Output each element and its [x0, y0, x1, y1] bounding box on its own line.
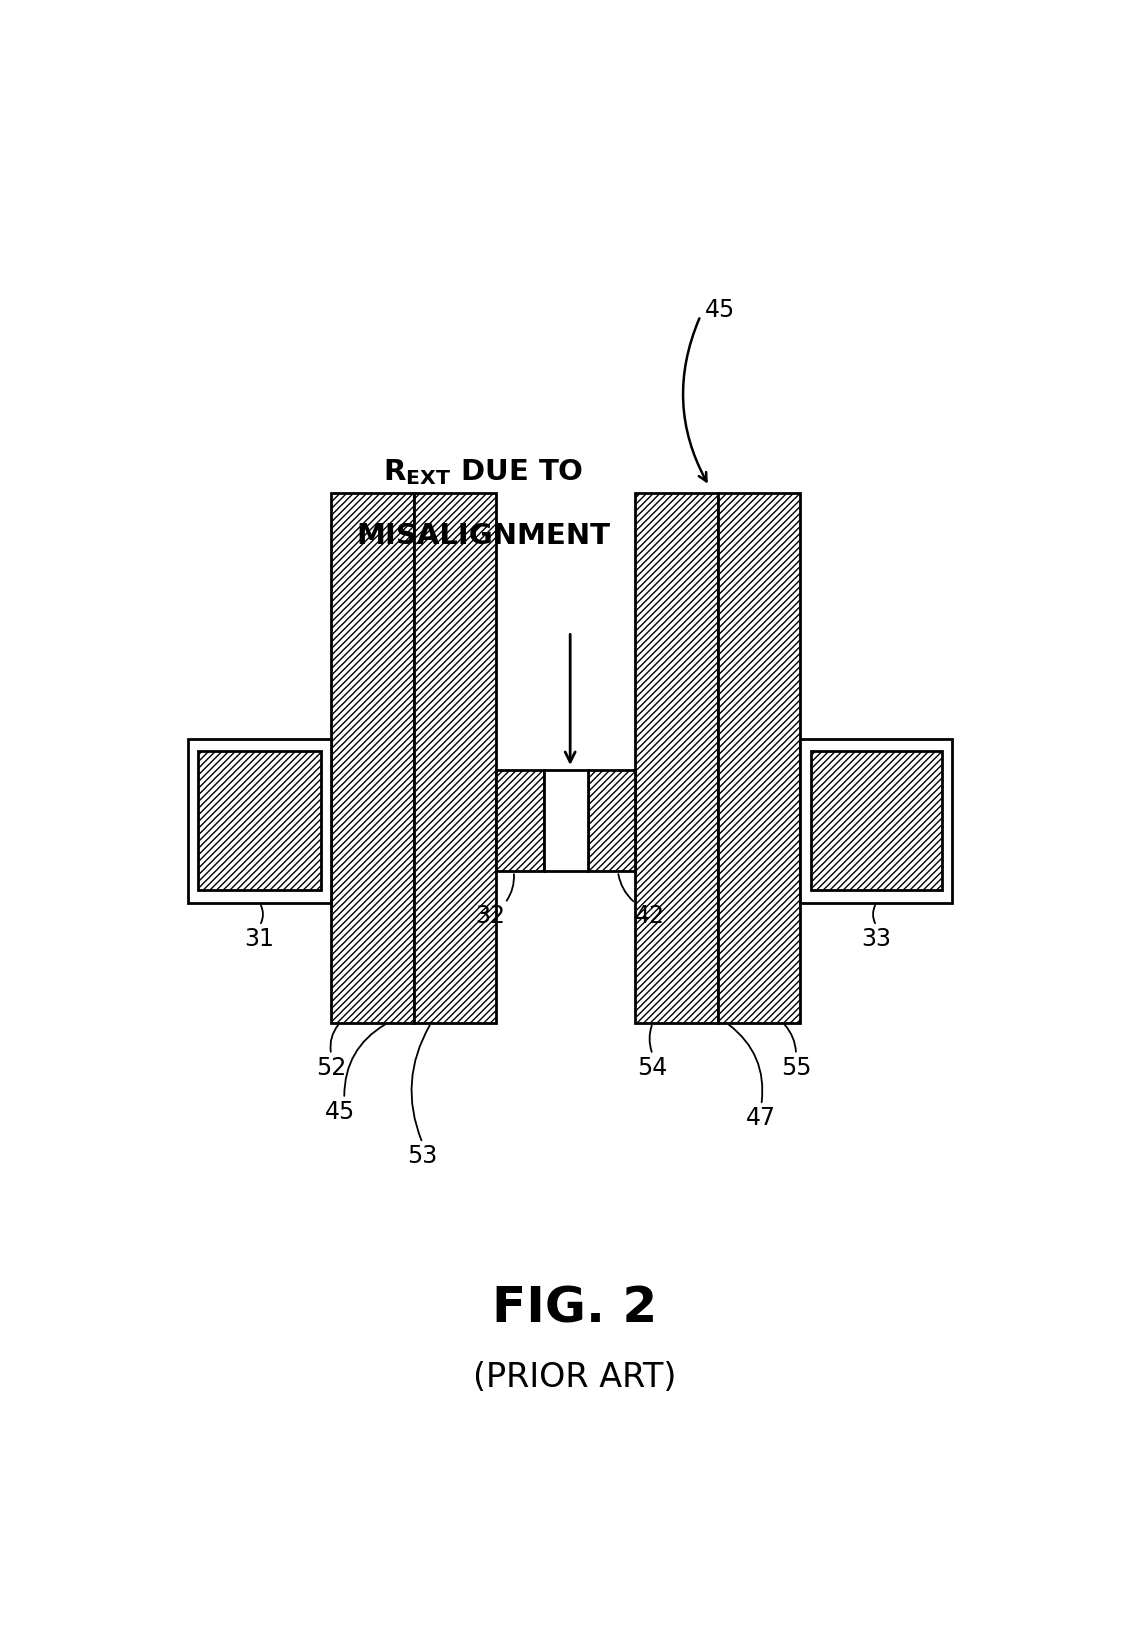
- Bar: [544, 770, 587, 872]
- Text: 31: 31: [244, 926, 275, 951]
- Text: 52: 52: [316, 1056, 346, 1078]
- Bar: [800, 739, 953, 903]
- Bar: [587, 770, 636, 872]
- Bar: [636, 493, 717, 1023]
- Text: 42: 42: [636, 903, 666, 928]
- Text: 32: 32: [475, 903, 504, 928]
- Text: 54: 54: [638, 1056, 668, 1078]
- Bar: [717, 493, 800, 1023]
- Bar: [497, 770, 544, 872]
- Text: 53: 53: [407, 1144, 437, 1167]
- Text: 45: 45: [705, 298, 735, 323]
- Text: (PRIOR ART): (PRIOR ART): [473, 1360, 676, 1393]
- Bar: [414, 493, 497, 1023]
- Bar: [198, 752, 321, 890]
- Bar: [810, 752, 942, 890]
- Text: 33: 33: [861, 926, 891, 951]
- Bar: [188, 739, 332, 903]
- Text: FIG. 2: FIG. 2: [492, 1283, 657, 1331]
- Text: MISALIGNMENT: MISALIGNMENT: [356, 523, 610, 551]
- Text: R$_{\mathregular{EXT}}$ DUE TO: R$_{\mathregular{EXT}}$ DUE TO: [383, 457, 583, 487]
- Text: 45: 45: [325, 1100, 355, 1123]
- Text: 55: 55: [781, 1056, 812, 1078]
- Text: 47: 47: [747, 1105, 777, 1129]
- Bar: [332, 493, 414, 1023]
